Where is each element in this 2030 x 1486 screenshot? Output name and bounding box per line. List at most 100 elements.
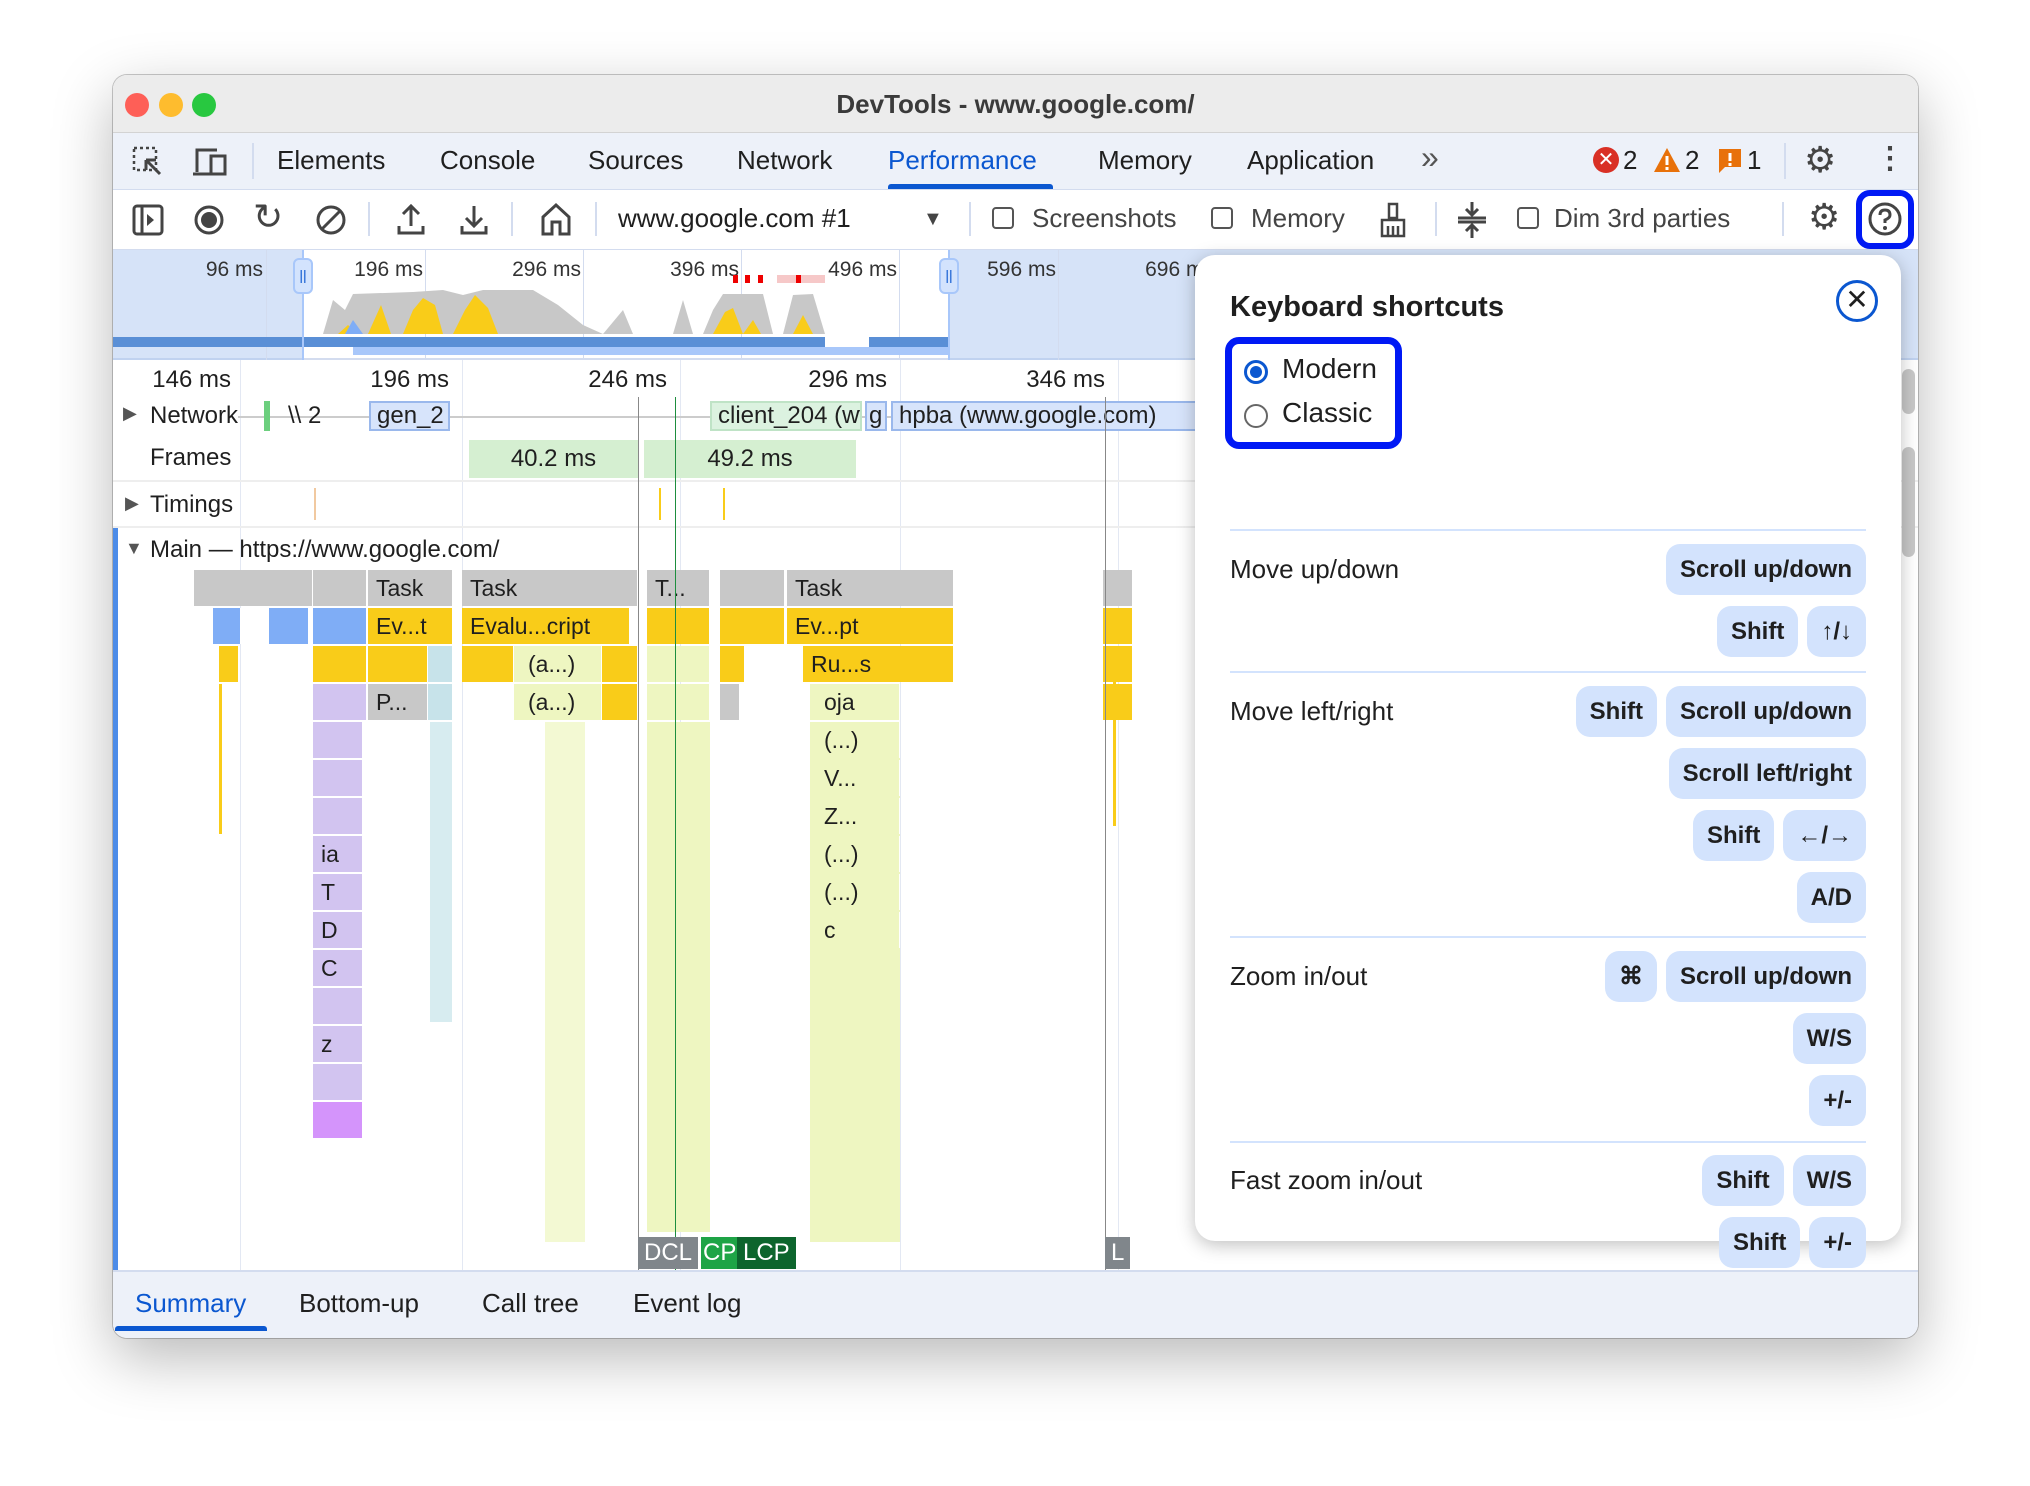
download-icon[interactable] xyxy=(459,202,489,236)
help-question-icon[interactable] xyxy=(1867,201,1903,237)
timings-track[interactable]: ▶ Timings xyxy=(113,482,1918,528)
minimize-window-button[interactable] xyxy=(159,93,183,117)
call-block[interactable]: Ru...s xyxy=(803,646,954,682)
call-block[interactable]: (a...) xyxy=(514,646,602,682)
call-block[interactable] xyxy=(1103,646,1133,682)
expand-network-icon[interactable]: ▶ xyxy=(123,403,137,423)
call-block[interactable] xyxy=(313,760,363,796)
screenshots-checkbox[interactable] xyxy=(992,207,1014,229)
call-block[interactable] xyxy=(313,1064,363,1100)
clear-icon[interactable] xyxy=(315,204,347,236)
flame-chart[interactable]: Task Task T... Task Ev...t Evalu...cript… xyxy=(113,570,1213,1270)
call-block[interactable] xyxy=(313,722,363,758)
overview-left-handle[interactable]: || xyxy=(293,258,313,294)
sidebar-toggle-icon[interactable] xyxy=(132,204,164,236)
call-block[interactable]: D xyxy=(313,912,363,948)
tab-memory[interactable]: Memory xyxy=(1098,145,1192,175)
device-toolbar-icon[interactable] xyxy=(193,146,229,178)
scrollbar-thumb[interactable] xyxy=(1902,369,1915,414)
memory-label[interactable]: Memory xyxy=(1251,203,1345,233)
evaluate-script-block[interactable]: Evalu...cript xyxy=(462,608,630,644)
call-block[interactable]: (...) xyxy=(810,874,900,910)
call-block[interactable] xyxy=(313,646,367,682)
event-block[interactable] xyxy=(213,608,241,644)
tab-performance[interactable]: Performance xyxy=(888,145,1037,175)
tab-network[interactable]: Network xyxy=(737,145,833,175)
task-block[interactable]: T... xyxy=(647,570,710,606)
event-block[interactable] xyxy=(269,608,309,644)
call-block[interactable] xyxy=(602,646,638,682)
network-request-gen-2[interactable]: gen_2 xyxy=(369,401,450,431)
call-block[interactable] xyxy=(720,646,745,682)
task-block[interactable] xyxy=(313,570,367,606)
call-block[interactable] xyxy=(428,646,453,682)
call-block[interactable] xyxy=(313,684,367,720)
frames-track[interactable]: Frames 40.2 ms 49.2 ms xyxy=(113,436,1918,482)
info-issue-icon[interactable] xyxy=(1717,147,1743,175)
tab-call-tree[interactable]: Call tree xyxy=(482,1288,579,1318)
call-block[interactable] xyxy=(647,646,710,682)
tab-summary[interactable]: Summary xyxy=(135,1288,247,1318)
record-icon[interactable] xyxy=(193,204,225,236)
call-block[interactable] xyxy=(368,646,428,682)
call-block[interactable] xyxy=(602,684,638,720)
task-block[interactable] xyxy=(1103,570,1133,606)
error-count[interactable]: 2 xyxy=(1623,145,1638,175)
call-block[interactable]: c xyxy=(810,912,900,948)
call-block[interactable] xyxy=(313,798,363,834)
tab-console[interactable]: Console xyxy=(440,145,536,175)
call-block[interactable]: P... xyxy=(368,684,428,720)
memory-checkbox[interactable] xyxy=(1211,207,1233,229)
settings-gear-icon[interactable]: ⚙ xyxy=(1804,139,1837,180)
call-block[interactable]: V... xyxy=(810,760,900,796)
dim-3rd-parties-label[interactable]: Dim 3rd parties xyxy=(1554,203,1731,233)
tab-bottom-up[interactable]: Bottom-up xyxy=(299,1288,419,1318)
zoom-window-button[interactable] xyxy=(192,93,216,117)
call-block[interactable] xyxy=(647,684,710,720)
load-marker[interactable]: L xyxy=(1105,1237,1131,1269)
expand-timings-icon[interactable]: ▶ xyxy=(125,493,139,513)
capture-settings-gear-icon[interactable]: ⚙ xyxy=(1808,196,1841,237)
radio-modern-label[interactable]: Modern xyxy=(1282,353,1377,384)
task-block[interactable]: Task xyxy=(368,570,453,606)
event-block[interactable]: Ev...pt xyxy=(787,608,954,644)
call-block[interactable]: (...) xyxy=(810,836,900,872)
main-track-header[interactable]: ▼ Main — https://www.google.com/ xyxy=(113,528,1918,570)
garbage-collect-broom-icon[interactable] xyxy=(1378,202,1408,238)
call-block[interactable]: ia xyxy=(313,836,363,872)
collapse-tracks-icon[interactable] xyxy=(1456,200,1488,240)
event-block[interactable] xyxy=(313,608,367,644)
call-block[interactable] xyxy=(428,684,453,720)
overview-right-handle[interactable]: || xyxy=(939,258,959,294)
call-block[interactable]: C xyxy=(313,950,363,986)
task-block[interactable] xyxy=(194,570,313,606)
call-block[interactable]: (...) xyxy=(810,722,900,758)
radio-classic[interactable] xyxy=(1244,404,1268,428)
call-block[interactable]: T xyxy=(313,874,363,910)
call-block[interactable] xyxy=(313,1102,363,1138)
event-block[interactable] xyxy=(720,608,785,644)
dropdown-arrow-icon[interactable]: ▼ xyxy=(923,208,943,230)
call-block[interactable] xyxy=(219,646,239,682)
tab-application[interactable]: Application xyxy=(1247,145,1375,175)
recording-select[interactable]: www.google.com #1 xyxy=(618,203,851,233)
fcp-marker[interactable]: CP xyxy=(701,1237,739,1269)
network-track[interactable]: ▶ Network \\ 2 gen_2 client_204 (www g h… xyxy=(113,397,1918,436)
lcp-marker[interactable]: LCP xyxy=(737,1237,796,1269)
tab-elements[interactable]: Elements xyxy=(277,145,386,175)
radio-modern[interactable] xyxy=(1244,360,1268,384)
more-tabs-icon[interactable]: » xyxy=(1421,139,1439,175)
event-block[interactable] xyxy=(1103,608,1133,644)
call-block[interactable] xyxy=(313,988,363,1024)
call-block[interactable]: z xyxy=(313,1026,363,1062)
home-icon[interactable] xyxy=(540,202,572,236)
tab-sources[interactable]: Sources xyxy=(588,145,684,175)
network-request[interactable] xyxy=(264,401,270,431)
radio-classic-label[interactable]: Classic xyxy=(1282,397,1373,428)
tab-event-log[interactable]: Event log xyxy=(633,1288,742,1318)
call-block[interactable]: Z... xyxy=(810,798,900,834)
call-block[interactable] xyxy=(1103,684,1133,720)
call-block[interactable]: (a...) xyxy=(514,684,602,720)
dcl-marker[interactable]: DCL xyxy=(638,1237,699,1269)
info-count[interactable]: 1 xyxy=(1747,145,1762,175)
